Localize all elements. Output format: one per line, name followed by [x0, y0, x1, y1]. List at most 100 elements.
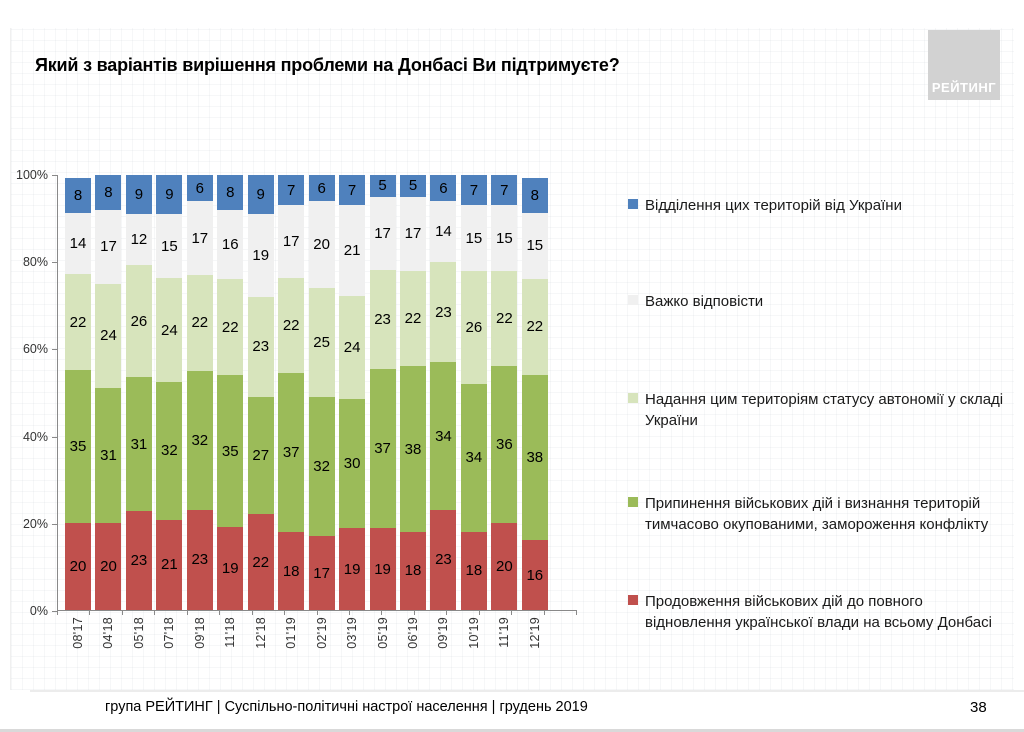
x-axis-label: 05'18 — [131, 617, 146, 649]
bar-segment: 9 — [247, 174, 274, 215]
bar-segment: 15 — [460, 205, 487, 271]
bar-value-label: 32 — [161, 442, 178, 460]
bar: 19 35 22 16 8 11'18 — [217, 175, 244, 648]
x-axis-label-wrap: 07'18 — [156, 617, 182, 649]
bar: 18 37 22 17 7 01'19 — [278, 175, 305, 649]
x-axis-label-wrap: 10'19 — [461, 617, 487, 649]
bar-segment: 15 — [491, 205, 518, 271]
bar-value-label: 23 — [252, 338, 270, 356]
x-axis-label: 10'19 — [466, 617, 481, 649]
bar-segment: 17 — [186, 201, 213, 276]
x-axis-tick — [348, 610, 350, 615]
bar-segment: 19 — [217, 527, 244, 610]
x-axis-tick — [511, 610, 513, 615]
bar-segment: 21 — [156, 519, 183, 610]
legend-item: Надання цим територіям статусу автономії… — [628, 389, 1015, 431]
bar-segment: 15 — [156, 213, 183, 279]
y-axis-tick — [52, 436, 58, 438]
bar-value-label: 32 — [313, 457, 330, 475]
bar-value-label: 7 — [500, 181, 509, 199]
y-axis-tick — [52, 349, 58, 351]
y-axis-labels: 100% 80% 60% 40% 20% 0% — [0, 168, 48, 618]
bar-value-label: 19 — [343, 560, 361, 578]
bar-segment: 12 — [125, 213, 152, 266]
x-axis-label: 11'19 — [497, 617, 512, 648]
bar-segment: 38 — [521, 374, 548, 541]
bar-segment: 30 — [339, 398, 366, 529]
bar-segment: 8 — [65, 178, 91, 214]
footer-source: група РЕЙТИНГ | Суспільно-політичні наст… — [105, 699, 588, 715]
bar: 16 38 22 15 8 12'19 — [521, 175, 548, 649]
bar-segment: 23 — [430, 262, 457, 363]
bar-segment: 19 — [339, 528, 366, 610]
bar-value-label: 26 — [130, 312, 148, 330]
bar-segment: 24 — [156, 278, 183, 382]
bar-value-label: 15 — [526, 237, 544, 255]
bar-value-label: 23 — [130, 551, 148, 569]
x-axis-tick — [121, 610, 123, 615]
bar-value-label: 31 — [100, 447, 117, 465]
legend-marker — [628, 199, 638, 209]
bar-value-label: 20 — [69, 557, 87, 575]
bar-value-label: 17 — [313, 564, 330, 582]
bar-segment: 18 — [278, 532, 305, 610]
x-axis-label-wrap: 11'18 — [217, 617, 243, 648]
bar-value-label: 30 — [343, 455, 361, 473]
bar-segment: 5 — [399, 174, 426, 197]
bar-value-label: 17 — [100, 238, 117, 256]
bottom-edge — [0, 729, 1024, 732]
legend-label: Важко відповісти — [645, 293, 764, 310]
bar-value-label: 18 — [404, 562, 422, 580]
bar-value-label: 6 — [439, 179, 448, 197]
bar-value-label: 24 — [161, 321, 178, 339]
bar-segment: 8 — [217, 175, 244, 210]
bar-segment: 23 — [247, 296, 274, 397]
bar-value-label: 22 — [221, 318, 239, 336]
bar-value-label: 8 — [530, 187, 539, 205]
bar-segment: 16 — [217, 209, 244, 280]
bar-segment: 31 — [95, 388, 122, 523]
bar-value-label: 9 — [134, 185, 144, 203]
x-axis-label-wrap: 05'18 — [126, 617, 152, 649]
x-axis-label-wrap: 09'19 — [430, 617, 456, 649]
bar-segment: 24 — [339, 295, 366, 399]
bar: 19 30 24 21 7 03'19 — [339, 175, 366, 649]
x-axis-label: 04'18 — [101, 617, 116, 649]
bar-value-label: 22 — [404, 310, 422, 328]
bar-segment: 22 — [65, 274, 91, 371]
x-axis-label-wrap: 02'19 — [309, 617, 335, 649]
bar-value-label: 23 — [374, 310, 391, 328]
bar-segment: 6 — [186, 175, 213, 202]
x-axis-tick — [413, 610, 415, 615]
bar-segment: 18 — [399, 531, 426, 610]
bar-value-label: 34 — [435, 427, 452, 445]
bar-segment: 21 — [339, 205, 366, 296]
x-axis-tick — [381, 610, 383, 615]
bar-segment: 32 — [308, 396, 335, 537]
bar-segment: 9 — [156, 175, 183, 214]
bar-segment: 22 — [491, 270, 518, 367]
bar-segment: 20 — [308, 201, 335, 289]
legend-label: Припинення військових дій і визнання тер… — [645, 495, 989, 533]
x-axis-label-wrap: 06'19 — [400, 617, 426, 649]
legend-marker — [628, 595, 638, 605]
bar-segment: 20 — [95, 523, 122, 610]
bar-value-label: 12 — [130, 231, 148, 249]
bar-value-label: 15 — [465, 229, 483, 247]
bar-value-label: 16 — [526, 566, 544, 584]
bar-value-label: 24 — [100, 327, 117, 345]
bar-segment: 32 — [186, 370, 213, 510]
bar-value-label: 26 — [465, 318, 483, 336]
bar: 20 31 24 17 8 04'18 — [95, 175, 122, 649]
bar-segment: 19 — [247, 214, 274, 297]
x-axis-tick — [576, 610, 577, 615]
x-axis-label-wrap: 09'18 — [187, 617, 213, 649]
bar-value-label: 8 — [226, 183, 235, 201]
bar-value-label: 17 — [404, 225, 422, 243]
bar-value-label: 23 — [191, 551, 209, 569]
bar-segment: 16 — [521, 540, 548, 610]
bar-value-label: 7 — [287, 181, 296, 199]
bar-value-label: 19 — [374, 560, 391, 578]
bar-segment: 23 — [186, 509, 213, 610]
bar-segment: 35 — [65, 370, 91, 523]
